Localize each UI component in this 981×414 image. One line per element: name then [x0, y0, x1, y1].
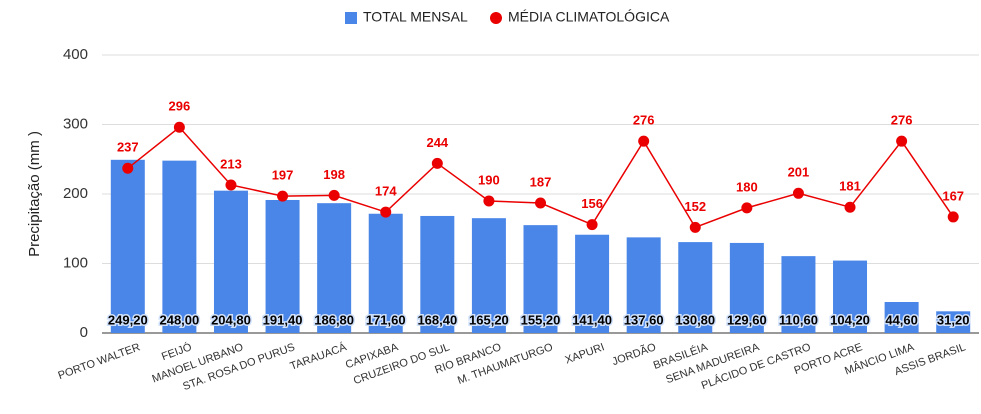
- line-point: [689, 221, 701, 233]
- bar: [884, 302, 919, 333]
- line-value-label: 181: [839, 179, 861, 194]
- bar-value-label: 171,60: [366, 312, 406, 327]
- line-point: [173, 121, 185, 133]
- line-point: [792, 187, 804, 199]
- line-point: [535, 197, 546, 209]
- line-value-label: 198: [323, 167, 345, 182]
- line-value-label: 190: [478, 172, 500, 187]
- bar: [471, 218, 506, 333]
- bar: [781, 256, 816, 333]
- line-value-label: 167: [942, 188, 964, 203]
- bar-value-label: 204,80: [211, 312, 251, 327]
- line-value-label: 197: [272, 168, 294, 183]
- bar-value-label: 165,20: [469, 312, 509, 327]
- line-point: [896, 135, 908, 147]
- line-point: [122, 162, 134, 174]
- y-tick-label: 100: [63, 254, 88, 271]
- y-tick-label: 0: [80, 324, 88, 341]
- line-value-label: 237: [117, 140, 139, 155]
- bar-value-label: 248,00: [159, 312, 199, 327]
- bar-value-label: 104,20: [830, 312, 870, 327]
- line-value-label: 276: [891, 113, 913, 128]
- bar: [162, 160, 197, 333]
- x-tick-label: XAPURI: [564, 341, 607, 366]
- bar-value-label: 137,60: [624, 312, 664, 327]
- bar: [265, 199, 300, 333]
- bar-value-label: 191,40: [263, 312, 303, 327]
- line-point: [225, 179, 237, 191]
- line-value-label: 174: [375, 184, 397, 199]
- bar-value-label: 186,80: [314, 312, 354, 327]
- bar-value-label: 130,80: [675, 312, 715, 327]
- bar-value-label: 168,40: [417, 312, 457, 327]
- x-tick-label: PORTO WALTER: [57, 341, 142, 382]
- bar: [317, 203, 352, 333]
- line-point: [947, 211, 959, 223]
- bar: [729, 242, 764, 333]
- bar: [626, 237, 661, 333]
- bar: [936, 311, 971, 333]
- line-point: [638, 135, 650, 147]
- y-axis-title: Precipitação (mm ): [26, 131, 43, 257]
- line-value-label: 276: [633, 113, 655, 128]
- bar: [368, 213, 403, 333]
- bar-value-label: 141,40: [572, 312, 612, 327]
- bar-value-label: 129,60: [727, 312, 767, 327]
- legend-marker: [345, 12, 357, 24]
- line-point: [741, 202, 753, 214]
- line-point: [431, 157, 443, 169]
- line-value-label: 244: [426, 135, 448, 150]
- bar-value-label: 110,60: [779, 312, 818, 327]
- line-value-label: 180: [736, 179, 758, 194]
- bar: [110, 159, 145, 333]
- line-value-label: 201: [788, 165, 810, 180]
- y-tick-label: 300: [63, 115, 88, 132]
- line-point: [483, 195, 495, 207]
- line-value-label: 213: [220, 156, 242, 171]
- bar: [575, 234, 610, 333]
- legend-marker: [490, 12, 502, 24]
- bar-value-label: 249,20: [108, 312, 148, 327]
- bar: [523, 225, 558, 333]
- bar: [213, 190, 248, 333]
- line-point: [844, 201, 856, 213]
- legend-label: MÉDIA CLIMATOLÓGICA: [508, 9, 670, 25]
- bar: [678, 242, 713, 333]
- y-tick-label: 400: [63, 46, 88, 63]
- bar-value-label: 44,60: [885, 312, 918, 327]
- line-point: [328, 189, 340, 201]
- line-value-label: 156: [581, 196, 603, 211]
- line-point: [380, 206, 392, 218]
- legend-label: TOTAL MENSAL: [363, 9, 468, 25]
- x-tick-label: TARAUACÁ: [288, 340, 349, 373]
- line-value-label: 296: [169, 99, 191, 114]
- bar: [420, 215, 455, 333]
- bar: [833, 260, 868, 333]
- y-tick-label: 200: [63, 185, 88, 202]
- line-value-label: 152: [684, 199, 706, 214]
- bar-value-label: 31,20: [937, 312, 970, 327]
- line-point: [277, 190, 289, 202]
- bar-value-label: 155,20: [521, 312, 561, 327]
- x-tick-label: JORDÃO: [610, 340, 658, 368]
- line-point: [586, 219, 598, 231]
- line-value-label: 187: [530, 174, 552, 189]
